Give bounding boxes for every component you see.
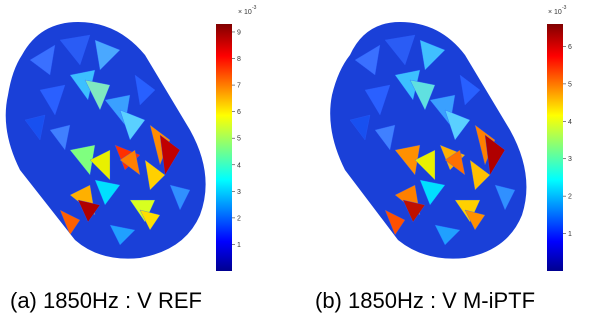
- colorbar-exponent-label: × 10: [238, 9, 252, 16]
- colorbar-m-iptf: × 10 -3 1 2 3 4 5 6: [547, 5, 572, 271]
- mesh-plot-ref: × 10 -3 1 2 3 4 5 6 7 8 9: [5, 5, 257, 271]
- colorbar-exponent-power: -3: [252, 5, 257, 11]
- colorbar-ticks: 1 2 3 4 5 6: [563, 44, 572, 238]
- panel-v-ref: × 10 -3 1 2 3 4 5 6 7 8 9 (a) 1850Hz : V REF: [5, 5, 257, 313]
- colorbar-tick-label: 8: [237, 56, 241, 63]
- colorbar-tick-label: 4: [237, 162, 241, 169]
- colorbar-exponent-power: -3: [562, 5, 567, 11]
- colorbar-tick-label: 4: [568, 119, 572, 126]
- colorbar-tick-label: 6: [568, 44, 572, 51]
- colorbar-tick-label: 1: [237, 242, 241, 249]
- colorbar-tick-label: 2: [237, 215, 241, 222]
- colorbar-tick-label: 2: [568, 194, 572, 201]
- mesh-surface: [330, 22, 527, 259]
- colorbar-tick-label: 6: [237, 109, 241, 116]
- colorbar-tick-label: 5: [568, 81, 572, 88]
- panel-v-m-iptf: × 10 -3 1 2 3 4 5 6 (b) 1850Hz : V M-iPTF: [300, 0, 590, 322]
- colorbar-tick-label: 1: [568, 231, 572, 238]
- caption-a: (a) 1850Hz : V REF: [10, 288, 202, 313]
- mesh-surface: [5, 22, 206, 259]
- colorbar-tick-label: 7: [237, 83, 241, 90]
- colorbar-tick-label: 9: [237, 29, 241, 36]
- colorbar-tick-label: 3: [237, 189, 241, 196]
- colorbar-tick-label: 5: [237, 136, 241, 143]
- colorbar-tick-label: 3: [568, 156, 572, 163]
- caption-b: (b) 1850Hz : V M-iPTF: [315, 288, 536, 313]
- colorbar-ref: × 10 -3 1 2 3 4 5 6 7 8 9: [216, 5, 257, 271]
- colorbar-ticks: 1 2 3 4 5 6 7 8 9: [232, 29, 241, 249]
- mesh-plot-m-iptf: × 10 -3 1 2 3 4 5 6: [330, 5, 572, 271]
- colorbar-exponent-label: × 10: [548, 9, 562, 16]
